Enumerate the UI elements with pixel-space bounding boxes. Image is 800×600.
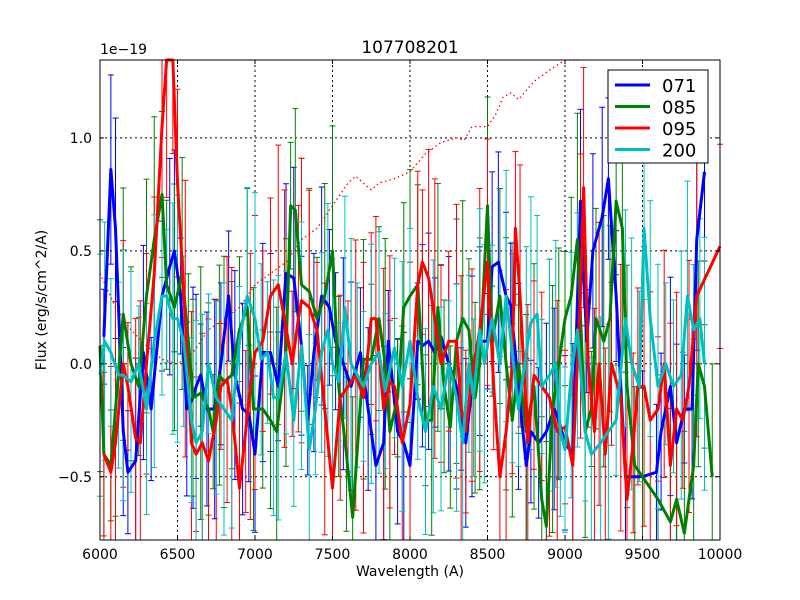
legend-label: 200	[662, 141, 696, 162]
y-axis-label: Flux (erg/s/cm^2/A)	[34, 230, 50, 370]
x-axis-label: Wavelength (A)	[356, 564, 464, 580]
series-line-085	[98, 192, 714, 535]
axis-ticks: 6000 6500 7000 7500 8000 8500 9000 9500 10000 −0.…	[58, 60, 742, 563]
legend-label: 095	[662, 119, 696, 140]
series-line-200	[98, 226, 706, 456]
legend-label: 071	[662, 76, 696, 97]
y-tick-label: −0.5	[58, 470, 92, 486]
x-tick-label: 8000	[392, 547, 428, 563]
y-offset-label: 1e−19	[100, 42, 147, 58]
x-tick-label: 10000	[698, 547, 743, 563]
y-tick-label: 0.0	[70, 357, 92, 373]
x-tick-label: 6500	[160, 547, 196, 563]
x-tick-label: 7000	[237, 547, 273, 563]
x-tick-label: 7500	[315, 547, 351, 563]
x-tick-label: 6000	[82, 547, 118, 563]
y-tick-label: 0.5	[70, 244, 92, 260]
x-tick-label: 9000	[547, 547, 583, 563]
reference-line	[99, 59, 581, 365]
series-lines	[98, 58, 722, 535]
x-tick-label: 8500	[470, 547, 506, 563]
legend-box	[607, 69, 709, 164]
x-tick-label: 9500	[625, 547, 661, 563]
series-line-095	[102, 58, 722, 501]
chart-title: 107708201	[361, 38, 458, 58]
y-tick-label: 1.0	[70, 131, 92, 147]
legend-label: 085	[662, 98, 696, 119]
